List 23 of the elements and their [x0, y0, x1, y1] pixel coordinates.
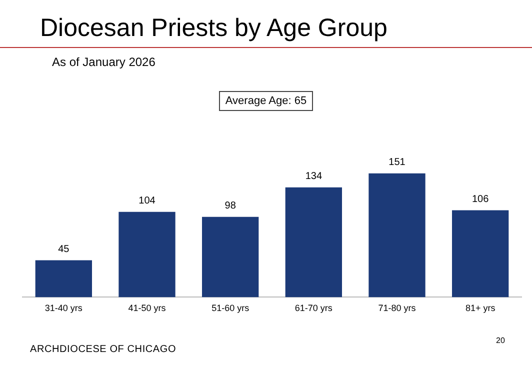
data-label: 151 [388, 157, 406, 168]
text: Average Age: 65 [219, 91, 313, 111]
chart-title: Diocesan Priests by Age Group [40, 14, 388, 43]
chart-subtitle: As of January 2026 [52, 55, 156, 69]
bar [202, 216, 259, 298]
bar [368, 173, 426, 298]
bar [452, 210, 509, 298]
x-tick-label: 61-70 yrs [294, 303, 333, 314]
text: 20 [496, 336, 505, 345]
text: ARCHDIOCESE OF CHICAGO [30, 344, 176, 355]
data-label: 106 [472, 194, 490, 206]
bar [118, 212, 176, 298]
bar [285, 187, 342, 298]
bar [35, 260, 92, 298]
x-tick-label: 71-80 yrs [378, 303, 416, 314]
data-label: 98 [224, 200, 236, 212]
x-tick-label: 41-50 yrs [128, 303, 166, 314]
data-label: 45 [58, 244, 70, 256]
data-label: 134 [305, 171, 322, 182]
data-label: 104 [138, 196, 156, 207]
x-tick-label: 31-40 yrs [44, 303, 83, 314]
x-tick-label: 51-60 yrs [212, 303, 250, 314]
x-tick-label: 81+ yrs [465, 303, 496, 314]
